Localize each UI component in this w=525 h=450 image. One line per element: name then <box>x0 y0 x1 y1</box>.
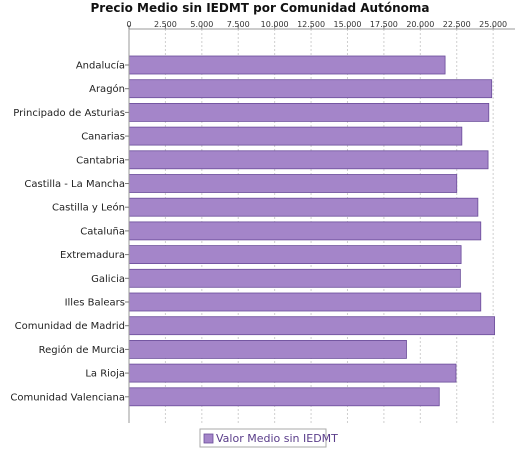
category-label: Comunidad de Madrid <box>15 321 125 332</box>
category-label: Principado de Asturias <box>13 108 125 119</box>
x-tick-label: 5.000 <box>190 20 213 29</box>
x-tick-label: 10.000 <box>261 20 289 29</box>
category-label: Extremadura <box>60 250 125 261</box>
legend-box <box>199 428 327 448</box>
axes <box>125 25 515 423</box>
x-tick-label: 17.500 <box>370 20 398 29</box>
bars <box>128 55 496 407</box>
legend-swatch <box>203 433 214 444</box>
bar <box>128 363 457 383</box>
bar <box>128 221 482 241</box>
category-label: Castilla y León <box>52 202 125 214</box>
bar <box>128 316 496 336</box>
category-label: Cantabria <box>76 155 125 166</box>
bar <box>128 55 446 75</box>
x-tick-label: 7.500 <box>227 20 250 29</box>
category-label: Illes Balears <box>65 298 125 309</box>
bar <box>128 79 493 99</box>
bar <box>128 126 463 146</box>
category-label: Castilla - La Mancha <box>24 179 125 190</box>
category-label: Canarias <box>81 132 125 143</box>
category-label: Cataluña <box>80 226 125 237</box>
labels: 0 2.500 5.000 7.500 10.000 12.500 15.000 17.500… <box>10 20 507 403</box>
x-tick-label: 15.000 <box>333 20 361 29</box>
bar <box>128 268 461 288</box>
category-label: Comunidad Valenciana <box>10 392 125 403</box>
category-label: Región de Murcia <box>39 344 125 356</box>
chart-title: Precio Medio sin IEDMT por Comunidad Aut… <box>90 1 430 15</box>
x-tick-label: 12.500 <box>297 20 325 29</box>
bar <box>128 292 482 312</box>
bar <box>128 245 462 265</box>
x-tick-label: 2.500 <box>154 20 177 29</box>
legend-label: Valor Medio sin IEDMT <box>216 432 338 445</box>
category-label: Aragón <box>89 83 125 95</box>
x-tick-label: 22.500 <box>443 20 471 29</box>
bar <box>128 103 490 122</box>
x-tick-label: 0 <box>126 20 131 29</box>
legend: Valor Medio sin IEDMT <box>199 428 338 448</box>
x-tick-label: 25.000 <box>479 20 507 29</box>
category-label: La Rioja <box>85 369 125 380</box>
category-label: Galicia <box>91 274 125 285</box>
bar <box>128 150 489 170</box>
category-label: Andalucía <box>76 60 125 72</box>
x-tick-label: 20.000 <box>406 20 434 29</box>
bar <box>128 387 440 407</box>
bar <box>128 197 479 217</box>
bar <box>128 339 407 359</box>
bar <box>128 174 458 193</box>
